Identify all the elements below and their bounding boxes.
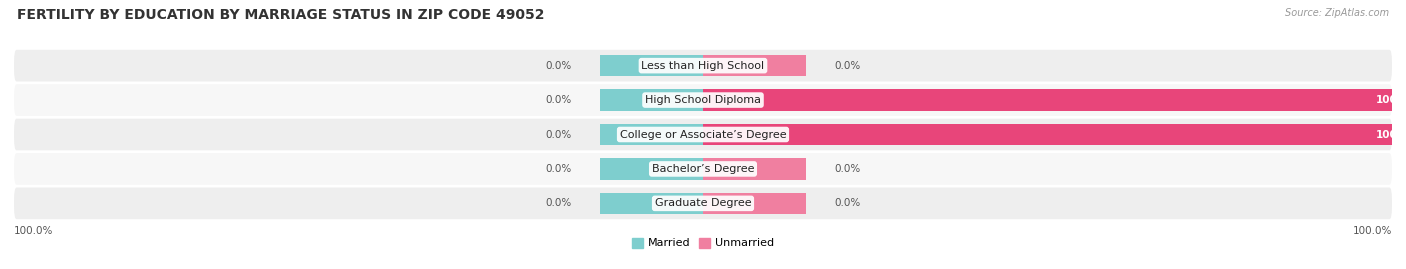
Bar: [599, 158, 703, 180]
Text: Less than High School: Less than High School: [641, 61, 765, 71]
Text: 0.0%: 0.0%: [546, 164, 572, 174]
Bar: [703, 55, 807, 76]
Bar: [599, 55, 703, 76]
Text: 0.0%: 0.0%: [546, 198, 572, 208]
Text: 0.0%: 0.0%: [834, 164, 860, 174]
Text: High School Diploma: High School Diploma: [645, 95, 761, 105]
Text: 0.0%: 0.0%: [546, 61, 572, 71]
Text: Source: ZipAtlas.com: Source: ZipAtlas.com: [1285, 8, 1389, 18]
Bar: [703, 158, 807, 180]
Text: College or Associate’s Degree: College or Associate’s Degree: [620, 129, 786, 140]
Text: 0.0%: 0.0%: [546, 129, 572, 140]
Bar: [599, 89, 703, 111]
Legend: Married, Unmarried: Married, Unmarried: [627, 233, 779, 253]
Bar: [599, 124, 703, 145]
FancyBboxPatch shape: [14, 50, 1392, 82]
Bar: [703, 124, 1392, 145]
Text: 100.0%: 100.0%: [1376, 95, 1406, 105]
Bar: [703, 89, 1392, 111]
FancyBboxPatch shape: [14, 84, 1392, 116]
Text: Graduate Degree: Graduate Degree: [655, 198, 751, 208]
Text: 0.0%: 0.0%: [834, 61, 860, 71]
Bar: [599, 193, 703, 214]
Text: 100.0%: 100.0%: [14, 226, 53, 236]
FancyBboxPatch shape: [14, 119, 1392, 150]
Text: 100.0%: 100.0%: [1353, 226, 1392, 236]
Text: 0.0%: 0.0%: [834, 198, 860, 208]
FancyBboxPatch shape: [14, 187, 1392, 219]
Text: FERTILITY BY EDUCATION BY MARRIAGE STATUS IN ZIP CODE 49052: FERTILITY BY EDUCATION BY MARRIAGE STATU…: [17, 8, 544, 22]
Text: 100.0%: 100.0%: [1376, 129, 1406, 140]
Bar: [703, 193, 807, 214]
FancyBboxPatch shape: [14, 153, 1392, 185]
Text: Bachelor’s Degree: Bachelor’s Degree: [652, 164, 754, 174]
Text: 0.0%: 0.0%: [546, 95, 572, 105]
